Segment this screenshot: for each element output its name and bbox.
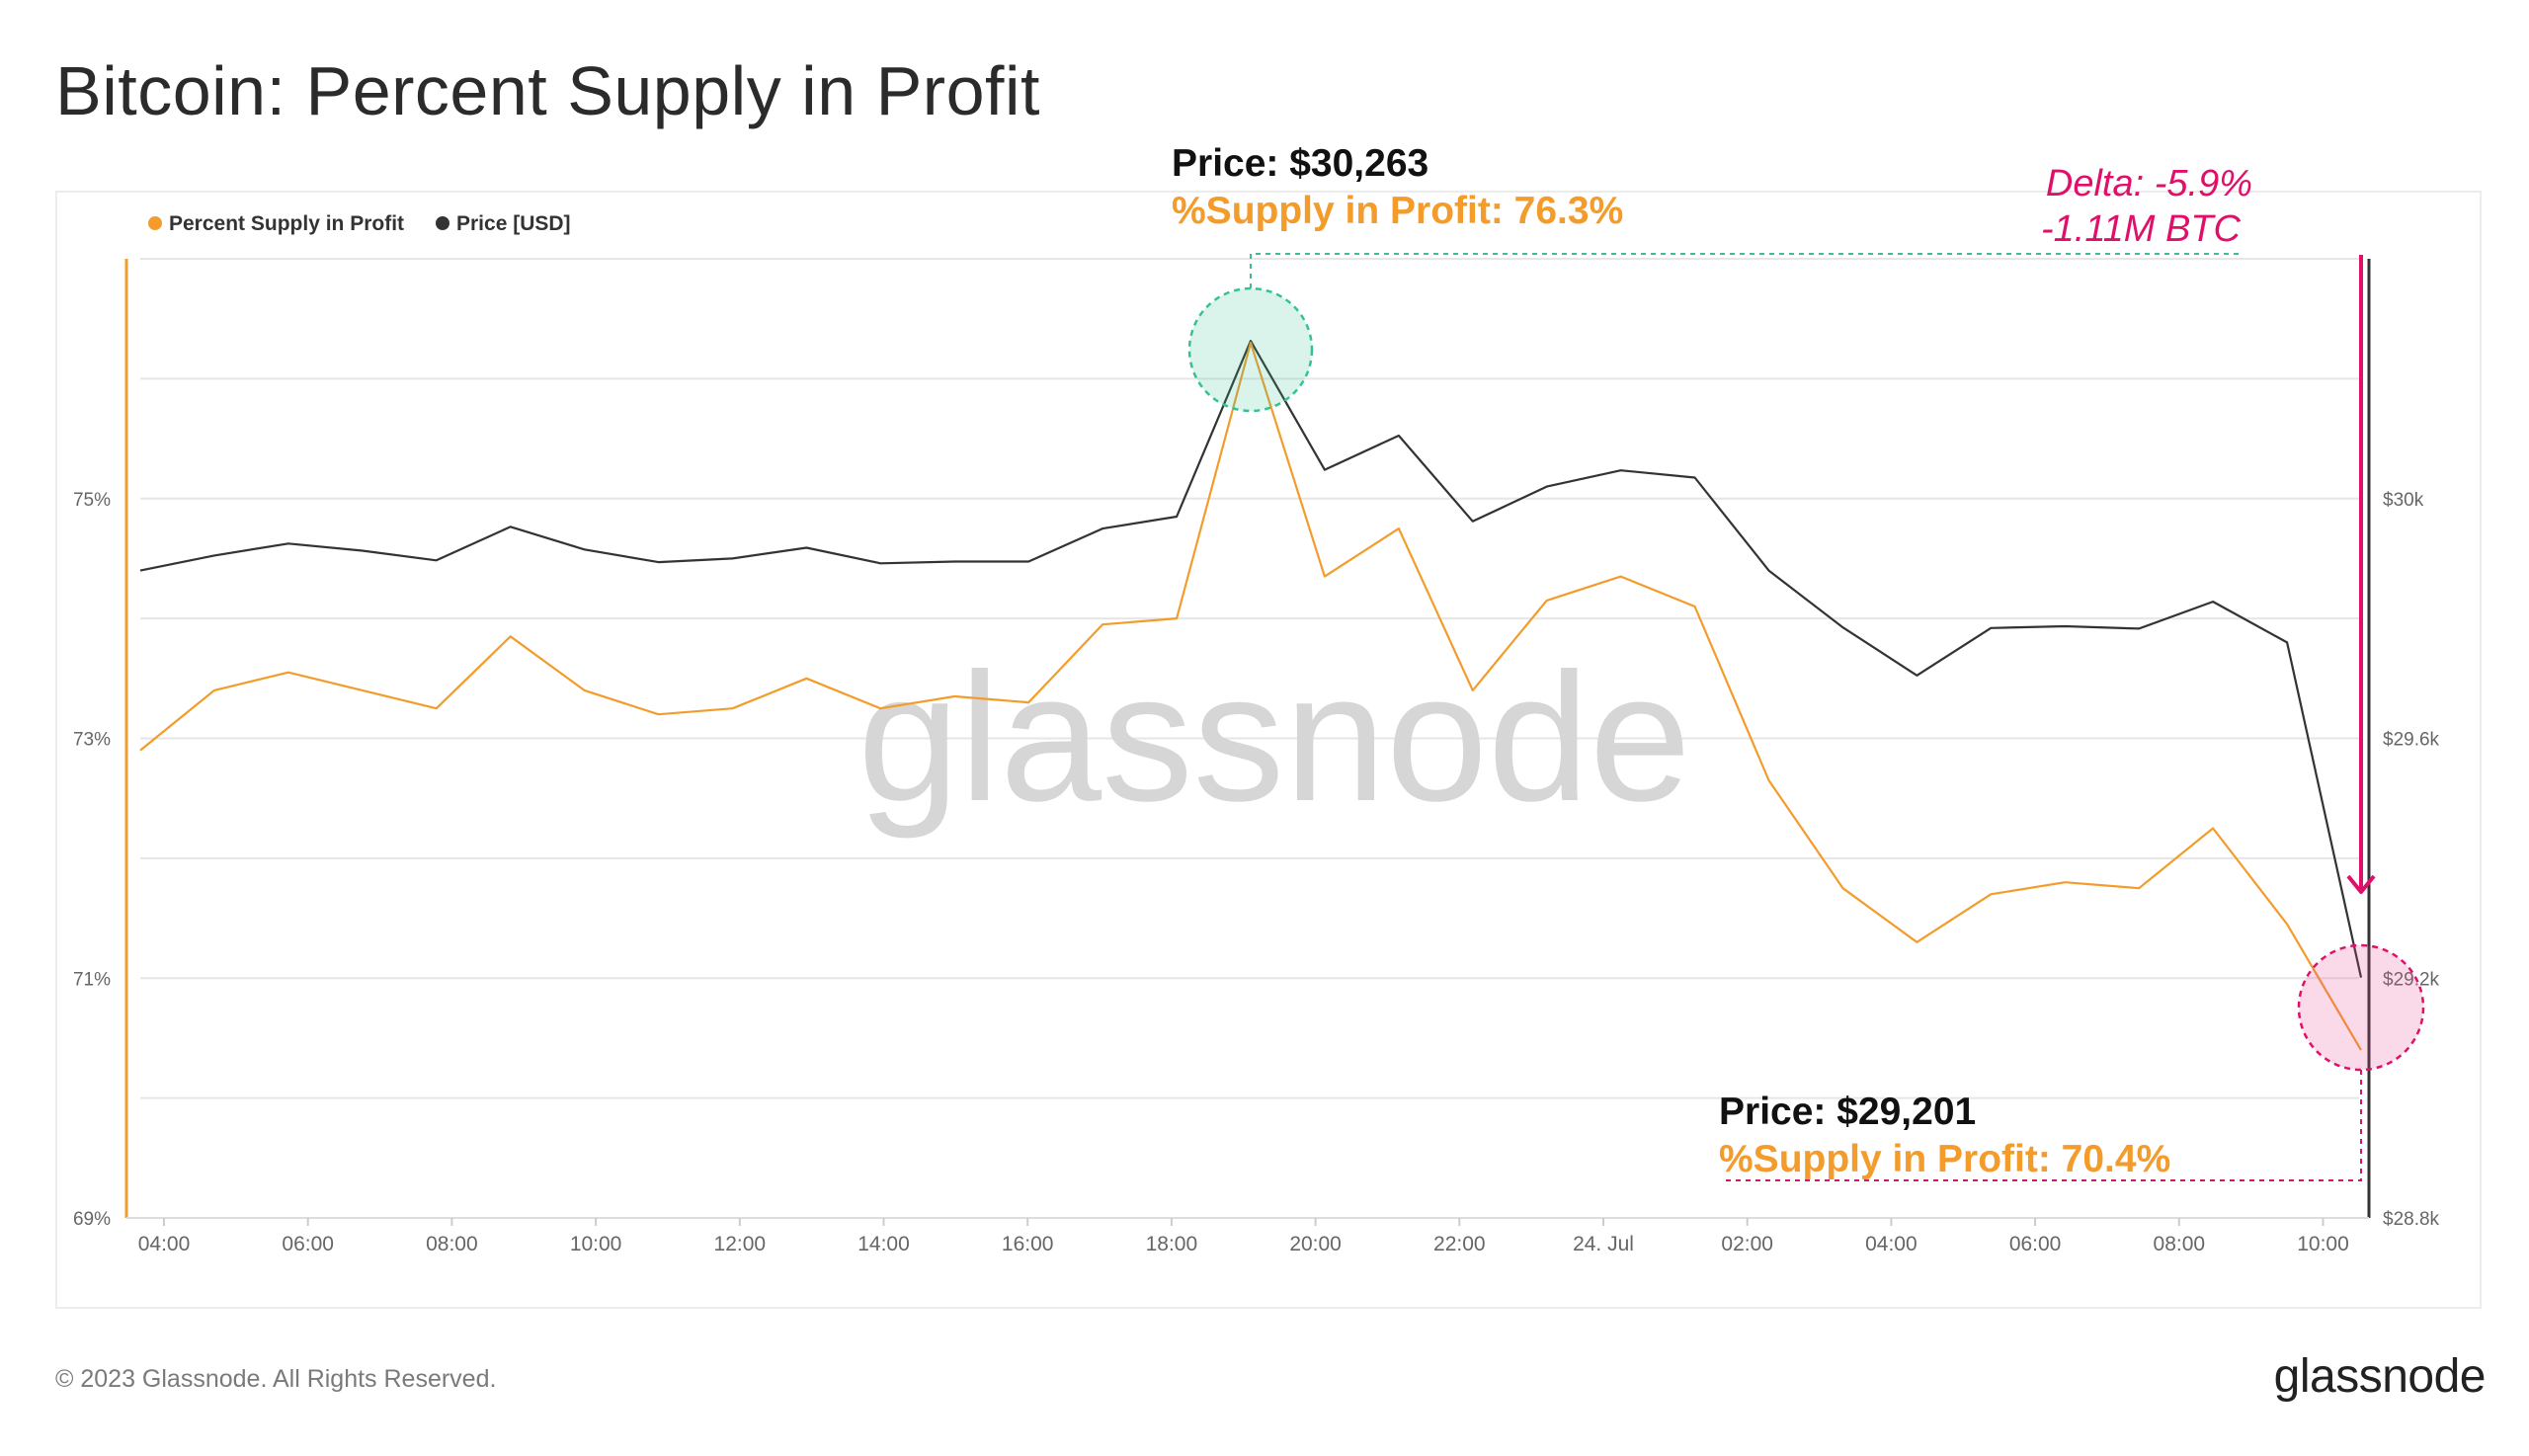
x-axis-tick-label: 10:00 <box>570 1233 622 1255</box>
delta-btc-annotation: -1.11M BTC <box>2041 208 2242 250</box>
glassnode-logo[interactable]: glassnode <box>2273 1350 2487 1403</box>
x-axis-tick-label: 24. Jul <box>1573 1233 1634 1255</box>
chart-frame <box>55 191 2482 1309</box>
x-axis-tick-label: 06:00 <box>2009 1233 2062 1255</box>
right-axis-tick-label: $29.6k <box>2383 730 2440 751</box>
peak-highlight-circle <box>1187 286 1314 413</box>
x-axis-tick-label: 08:00 <box>426 1233 478 1255</box>
series-line-price <box>139 340 2363 978</box>
end-highlight-circle <box>2297 943 2425 1072</box>
end-price-annotation: Price: $29,201 <box>1719 1091 1976 1133</box>
x-axis-tick-label: 22:00 <box>1433 1233 1486 1255</box>
x-axis-tick-label: 12:00 <box>714 1233 767 1255</box>
end-connector-line <box>1724 1070 2362 1181</box>
x-axis-tick-label: 06:00 <box>282 1233 334 1255</box>
watermark-text: glassnode <box>857 636 1690 840</box>
legend-label-price: Price [USD] <box>456 212 571 235</box>
peak-price-annotation: Price: $30,263 <box>1172 142 1428 185</box>
x-axis-tick-label: 04:00 <box>138 1233 191 1255</box>
legend-marker-price <box>436 216 449 230</box>
x-axis-tick-label: 14:00 <box>857 1233 910 1255</box>
x-axis-tick-label: 10:00 <box>2297 1233 2349 1255</box>
right-axis-tick-label: $29.2k <box>2383 969 2440 990</box>
x-axis-tick-label: 20:00 <box>1289 1233 1342 1255</box>
end-supply-annotation: %Supply in Profit: 70.4% <box>1719 1138 2170 1180</box>
left-axis-tick-label: 69% <box>73 1209 111 1230</box>
right-axis-tick-label: $28.8k <box>2383 1209 2440 1230</box>
series-line-percent-supply-in-profit <box>139 341 2362 1051</box>
left-axis-tick-label: 71% <box>73 969 111 990</box>
x-axis-tick-label: 16:00 <box>1002 1233 1054 1255</box>
copyright-text: © 2023 Glassnode. All Rights Reserved. <box>55 1365 497 1393</box>
right-axis-tick-label: $30k <box>2383 490 2424 511</box>
x-axis-tick-label: 08:00 <box>2154 1233 2206 1255</box>
legend-label-supply: Percent Supply in Profit <box>169 212 404 235</box>
x-axis-tick-label: 04:00 <box>1865 1233 1917 1255</box>
delta-percent-annotation: Delta: -5.9% <box>2046 163 2252 204</box>
x-axis-tick-label: 18:00 <box>1146 1233 1198 1255</box>
delta-arrow-head <box>2346 874 2376 894</box>
legend-marker-supply <box>148 216 162 230</box>
page-title: Bitcoin: Percent Supply in Profit <box>55 52 1040 129</box>
left-axis-tick-label: 73% <box>73 730 111 751</box>
peak-supply-annotation: %Supply in Profit: 76.3% <box>1172 190 1623 232</box>
x-axis-tick-label: 02:00 <box>1721 1233 1773 1255</box>
peak-connector-line <box>1250 253 2243 288</box>
left-axis-tick-label: 75% <box>73 490 111 511</box>
